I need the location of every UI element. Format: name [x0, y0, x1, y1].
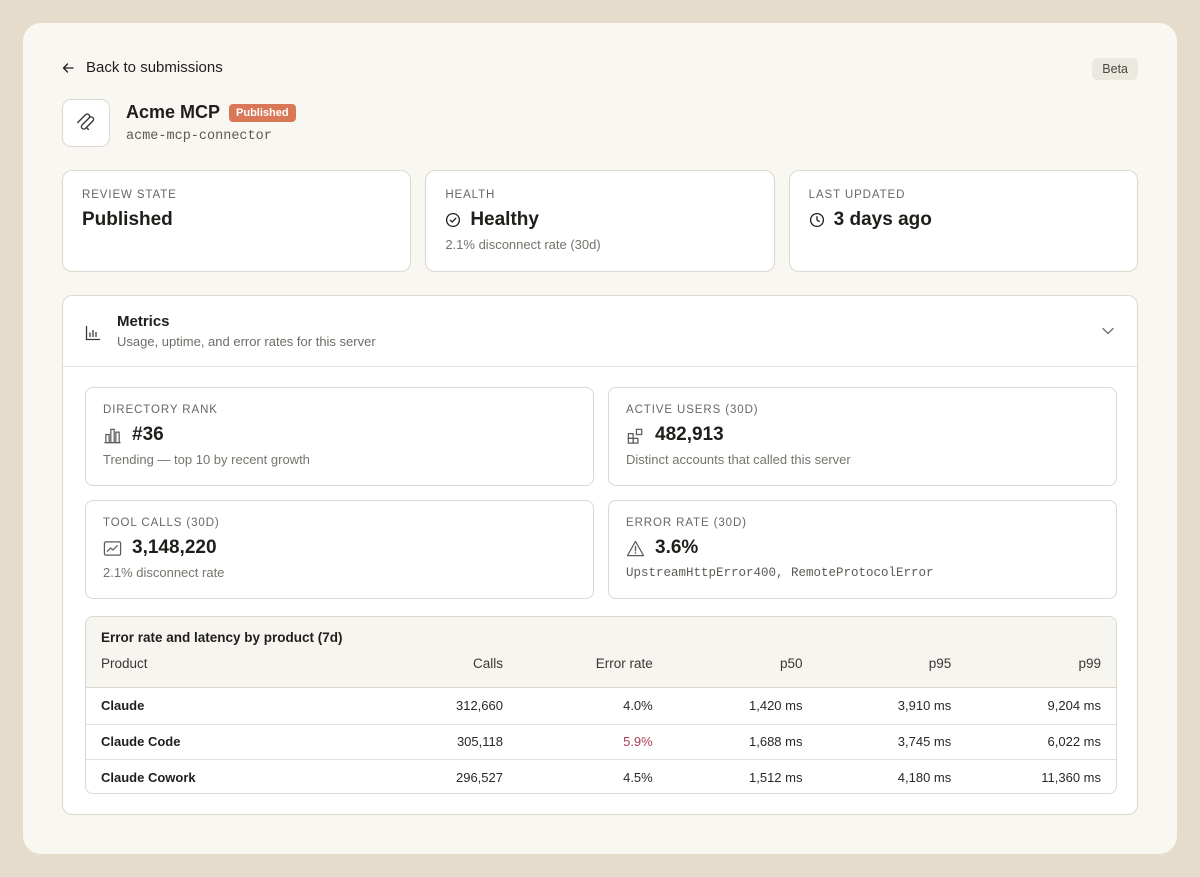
review-state-card: REVIEW STATE Published [62, 170, 412, 272]
health-sub: 2.1% disconnect rate (30d) [445, 237, 601, 252]
p99-cell: 6,022 ms [1047, 734, 1101, 750]
ranking-bars-icon [103, 426, 122, 445]
beta-badge: Beta [1092, 58, 1138, 80]
mcp-logo-icon [77, 113, 95, 131]
app-name: Acme MCP [126, 102, 221, 122]
product-cell: Claude Code [101, 734, 181, 750]
active-users-caption: ACTIVE USERS (30D) [626, 404, 759, 416]
last-updated-card: LAST UPDATED 3 days ago [788, 170, 1138, 272]
metrics-panel: Metrics Usage, uptime, and error rates f… [62, 295, 1138, 815]
column-header: Product [101, 655, 148, 671]
error-rate-cell: 4.5% [623, 769, 653, 785]
table-row: Claude Code 305,118 5.9% 1,688 ms 3,745 … [86, 723, 1116, 760]
app-header: Acme MCP Published acme-mcp-connector [62, 99, 296, 147]
summary-cards: REVIEW STATE Published HEALTH Healthy 2.… [62, 170, 1138, 272]
calls-cell: 312,660 [455, 698, 503, 714]
p50-cell: 1,420 ms [749, 698, 803, 714]
table-row: Claude Cowork 296,527 4.5% 1,512 ms 4,18… [86, 759, 1116, 793]
health-value: Healthy [470, 209, 539, 230]
product-cell: Claude Cowork [101, 769, 196, 785]
column-header: Error rate [595, 655, 653, 671]
error-rate-caption: ERROR RATE (30D) [626, 517, 747, 529]
back-link-label: Back to submissions [86, 59, 223, 76]
blocks-icon [626, 426, 645, 445]
p99-cell: 9,204 ms [1047, 698, 1101, 714]
p95-cell: 3,910 ms [897, 698, 952, 714]
p95-cell: 4,180 ms [897, 769, 952, 785]
health-card: HEALTH Healthy 2.1% disconnect rate (30d… [425, 170, 775, 272]
check-circle-icon [446, 212, 461, 228]
error-rate-card: ERROR RATE (30D) 3.6% UpstreamHttpError4… [608, 500, 1117, 599]
review-state-value: Published [82, 209, 173, 230]
error-rate-cell: 5.9% [623, 734, 653, 750]
p95-cell: 3,745 ms [897, 734, 952, 750]
directory-rank-card: DIRECTORY RANK #36 Trending — top 10 by … [85, 387, 594, 486]
metrics-subtitle: Usage, uptime, and error rates for this … [117, 334, 376, 349]
directory-rank-value: #36 [132, 424, 164, 445]
status-badge: Published [229, 103, 296, 122]
chevron-down-icon[interactable] [1101, 324, 1115, 338]
active-users-value: 482,913 [655, 424, 724, 445]
arrow-left-icon [62, 61, 76, 75]
trend-chart-icon [103, 539, 122, 558]
metrics-title: Metrics [117, 313, 170, 330]
review-state-caption: REVIEW STATE [82, 189, 177, 201]
column-header: Calls [472, 655, 503, 671]
active-users-card: ACTIVE USERS (30D) 482,913 Distinct acco… [608, 387, 1117, 486]
directory-rank-caption: DIRECTORY RANK [103, 404, 218, 416]
error-rate-value: 3.6% [655, 537, 699, 558]
calls-cell: 305,118 [456, 734, 503, 750]
app-window: Back to submissions Beta Acme MCP Publis… [23, 23, 1177, 854]
column-header: p99 [1078, 655, 1101, 671]
calls-cell: 296,527 [455, 769, 503, 785]
metrics-grid: DIRECTORY RANK #36 Trending — top 10 by … [85, 387, 1117, 599]
p50-cell: 1,512 ms [749, 769, 803, 785]
warning-icon [626, 539, 645, 558]
tool-calls-caption: TOOL CALLS (30D) [103, 517, 220, 529]
metrics-header[interactable]: Metrics Usage, uptime, and error rates f… [63, 296, 1137, 367]
error-rate-cell: 4.0% [623, 698, 653, 714]
last-updated-value: 3 days ago [833, 209, 932, 230]
back-link[interactable]: Back to submissions [62, 59, 223, 76]
table-row: Claude 312,660 4.0% 1,420 ms 3,910 ms 9,… [86, 688, 1116, 724]
tool-calls-value: 3,148,220 [132, 537, 217, 558]
p50-cell: 1,688 ms [749, 734, 803, 750]
p99-cell: 11,360 ms [1041, 769, 1101, 785]
app-slug: acme-mcp-connector [126, 129, 272, 144]
directory-rank-sub: Trending — top 10 by recent growth [103, 452, 310, 467]
column-header: p95 [928, 655, 952, 671]
error-rate-sub: UpstreamHttpError400, RemoteProtocolErro… [626, 566, 934, 580]
product-table: Error rate and latency by product (7d) P… [85, 616, 1117, 794]
table-header: Error rate and latency by product (7d) P… [86, 617, 1116, 688]
active-users-sub: Distinct accounts that called this serve… [626, 452, 851, 467]
table-title: Error rate and latency by product (7d) [101, 630, 343, 645]
tool-calls-sub: 2.1% disconnect rate [103, 565, 225, 580]
product-cell: Claude [101, 698, 145, 714]
column-header: p50 [779, 655, 803, 671]
table-header-row: Product Calls Error rate p50 p95 p99 [86, 645, 1116, 681]
health-caption: HEALTH [445, 189, 496, 201]
bar-chart-icon [85, 325, 101, 340]
tool-calls-card: TOOL CALLS (30D) 3,148,220 2.1% disconne… [85, 500, 594, 599]
clock-icon [809, 212, 824, 228]
app-logo [62, 99, 110, 147]
last-updated-caption: LAST UPDATED [808, 189, 906, 201]
